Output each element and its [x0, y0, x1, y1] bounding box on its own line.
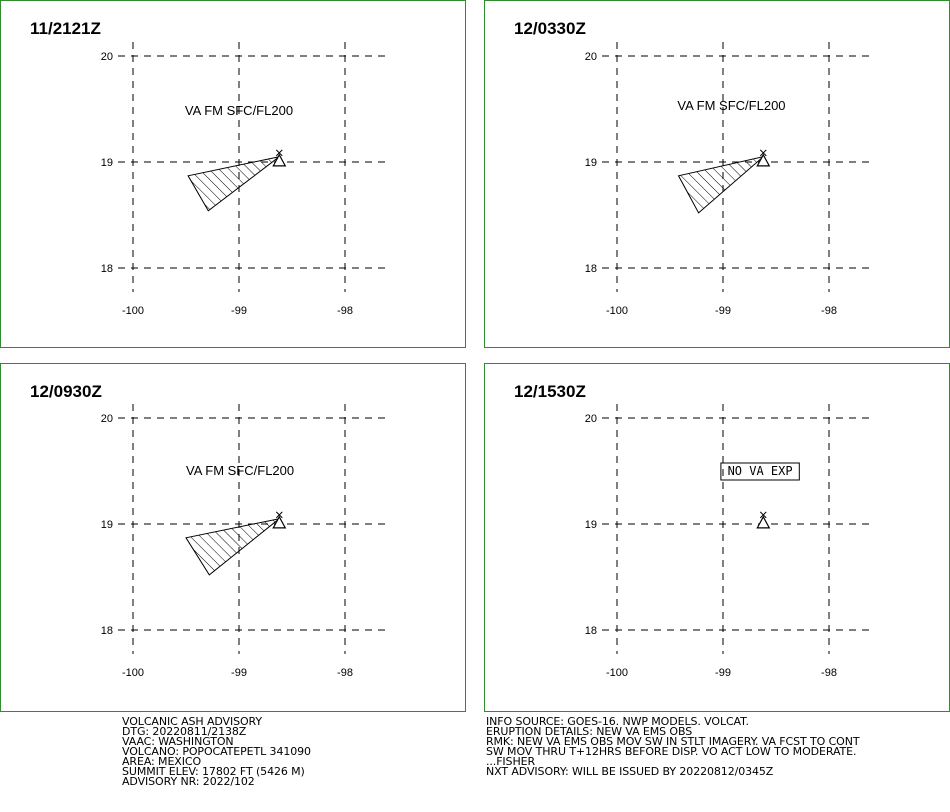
map-panel: 11/2121Z -100 -99 -98 20 19 18 VA FM SFC/FL200 — [0, 0, 466, 348]
latitude-tick-label: 19 — [585, 157, 597, 169]
latitude-tick-label: 19 — [585, 519, 597, 531]
advisory-line: VAAC: WASHINGTON — [122, 735, 234, 748]
ash-level-label: VA FM SFC/FL200 — [186, 463, 294, 478]
panel-title: 12/1530Z — [514, 382, 586, 401]
advisory-line: VOLCANIC ASH ADVISORY — [122, 715, 263, 728]
panel-title: 12/0330Z — [514, 19, 586, 38]
advisory-line: INFO SOURCE: GOES-16. NWP MODELS. VOLCAT… — [486, 715, 749, 728]
latitude-tick-label: 19 — [101, 519, 113, 531]
latitude-tick-label: 20 — [101, 51, 113, 63]
volcano-icon — [756, 149, 771, 167]
panel-frame — [484, 363, 950, 712]
longitude-tick-label: -99 — [715, 305, 731, 317]
latitude-tick-label: 18 — [585, 263, 597, 275]
advisory-info-right: INFO SOURCE: GOES-16. NWP MODELS. VOLCAT… — [486, 715, 860, 778]
latitude-tick-label: 18 — [101, 263, 113, 275]
advisory-line: RMK: NEW VA EMS OBS MOV SW IN STLT IMAGE… — [486, 735, 860, 748]
volcano-icon — [272, 149, 287, 167]
advisory-line: DTG: 20220811/2138Z — [122, 725, 247, 738]
longitude-tick-label: -98 — [821, 667, 837, 679]
advisory-line: ERUPTION DETAILS: NEW VA EMS OBS — [486, 725, 693, 738]
ash-cloud-polygon — [677, 156, 764, 214]
longitude-tick-label: -98 — [821, 305, 837, 317]
ash-cloud-polygon — [185, 518, 280, 576]
ash-level-label: VA FM SFC/FL200 — [677, 98, 785, 113]
advisory-line: SUMMIT ELEV: 17802 FT (5426 M) — [122, 765, 305, 778]
map-panel: 12/1530Z -100 -99 -98 20 19 18 NO VA EXP — [484, 363, 950, 712]
longitude-tick-label: -98 — [337, 305, 353, 317]
longitude-tick-label: -98 — [337, 667, 353, 679]
ash-level-label: VA FM SFC/FL200 — [185, 103, 293, 118]
longitude-tick-label: -99 — [715, 667, 731, 679]
panel-title: 11/2121Z — [30, 19, 101, 38]
map-panel: 12/0930Z -100 -99 -98 20 19 18 VA FM SFC/FL200 — [0, 363, 466, 712]
panel-frame — [0, 363, 466, 712]
latitude-tick-label: 20 — [101, 413, 113, 425]
longitude-tick-label: -100 — [606, 667, 628, 679]
panel-frame — [0, 0, 466, 348]
advisory-line: ...FISHER — [486, 755, 536, 768]
volcano-icon — [272, 511, 287, 529]
map-panel: 12/0330Z -100 -99 -98 20 19 18 VA FM SFC/FL200 — [484, 0, 950, 348]
latitude-tick-label: 18 — [585, 625, 597, 637]
latitude-tick-label: 20 — [585, 413, 597, 425]
longitude-tick-label: -100 — [122, 667, 144, 679]
no-ash-label: NO VA EXP — [728, 464, 793, 478]
advisory-info-left: VOLCANIC ASH ADVISORY DTG: 20220811/2138Z… — [122, 715, 311, 788]
latitude-tick-label: 20 — [585, 51, 597, 63]
advisory-line: AREA: MEXICO — [122, 755, 202, 768]
latitude-tick-label: 19 — [101, 157, 113, 169]
latitude-tick-label: 18 — [101, 625, 113, 637]
longitude-tick-label: -100 — [606, 305, 628, 317]
panel-title: 12/0930Z — [30, 382, 102, 401]
longitude-tick-label: -99 — [231, 305, 247, 317]
advisory-line: SW MOV THRU T+12HRS BEFORE DISP. VO ACT … — [486, 745, 857, 758]
volcano-icon — [756, 511, 771, 529]
advisory-line: VOLCANO: POPOCATEPETL 341090 — [122, 745, 311, 758]
no-ash-label-box — [720, 462, 800, 481]
advisory-line: NXT ADVISORY: WILL BE ISSUED BY 20220812… — [486, 765, 774, 778]
ash-cloud-polygon — [187, 156, 280, 212]
longitude-tick-label: -100 — [122, 305, 144, 317]
longitude-tick-label: -99 — [231, 667, 247, 679]
advisory-line: ADVISORY NR: 2022/102 — [122, 775, 255, 788]
